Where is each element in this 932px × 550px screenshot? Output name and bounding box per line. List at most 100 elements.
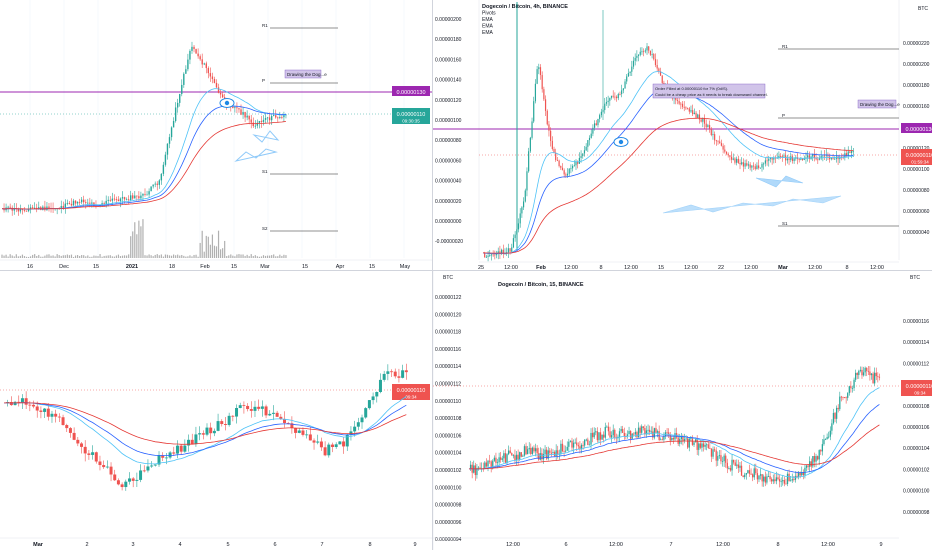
chart-pane-bottom-left[interactable]: 0.00000110 09:34 Mar 2 3 4 5 6 7 8 9 xyxy=(0,271,432,550)
candle xyxy=(223,97,226,100)
candle xyxy=(799,472,801,476)
volume-bar xyxy=(23,256,26,258)
candle xyxy=(858,370,860,376)
candle xyxy=(268,117,271,121)
candle xyxy=(726,462,728,469)
candle xyxy=(601,434,603,440)
volume-bar xyxy=(175,255,177,258)
candle xyxy=(501,249,503,254)
candle xyxy=(845,153,848,156)
candle xyxy=(862,372,865,376)
candle xyxy=(172,121,175,128)
candle xyxy=(701,443,703,448)
candle xyxy=(39,410,43,412)
candle xyxy=(536,448,538,454)
candle xyxy=(550,452,553,454)
candle xyxy=(390,371,394,373)
candle xyxy=(101,203,103,205)
volume-bar xyxy=(181,254,183,258)
candle xyxy=(207,68,210,74)
volume-bar xyxy=(197,256,199,258)
volume-bar xyxy=(42,256,44,258)
current-price-tag xyxy=(901,380,932,396)
candle xyxy=(271,412,275,414)
candle xyxy=(636,431,638,438)
candle xyxy=(588,444,591,446)
candle xyxy=(308,434,312,441)
candle xyxy=(252,122,254,127)
candle xyxy=(585,439,587,441)
volume-bar xyxy=(160,254,162,258)
candle xyxy=(345,434,349,447)
ema-line-fast xyxy=(3,402,407,457)
pivot-price-tag-text: 0.00000130 xyxy=(905,127,932,133)
candle xyxy=(839,157,841,160)
candle xyxy=(610,95,613,98)
candle xyxy=(89,202,91,204)
candle xyxy=(644,427,646,435)
volume-bar xyxy=(21,254,24,258)
candle xyxy=(132,195,134,199)
candle xyxy=(240,109,242,115)
candle xyxy=(544,449,546,454)
volume-bar xyxy=(207,236,209,258)
chart-canvas[interactable]: 0.00000122 0.00000120 0.00000118 0.00000116… xyxy=(433,271,932,550)
candle xyxy=(717,140,719,142)
volume-bar xyxy=(162,256,164,258)
candle xyxy=(812,154,814,157)
volume-bar xyxy=(123,255,126,258)
candle xyxy=(323,447,327,456)
time-axis-label: 15 xyxy=(369,264,375,270)
candle xyxy=(557,450,559,455)
candle xyxy=(107,199,109,201)
candle xyxy=(119,198,122,202)
candle xyxy=(816,456,819,460)
currency-label: BTC xyxy=(443,275,453,281)
candle xyxy=(853,379,855,389)
candle xyxy=(764,476,766,483)
candle xyxy=(168,452,172,458)
candle xyxy=(556,159,558,161)
candle xyxy=(778,479,781,482)
chart-pane-top-right[interactable]: 0.00000200 0.00000180 0.00000160 0.00000140… xyxy=(433,0,932,270)
candle xyxy=(191,46,193,51)
candle xyxy=(283,418,287,424)
candle xyxy=(767,476,770,477)
candle xyxy=(680,436,682,439)
candle xyxy=(68,202,71,204)
price-axis-label: 0.00000080 xyxy=(435,138,462,144)
candle xyxy=(802,472,805,476)
candle xyxy=(549,450,551,453)
volume-bar xyxy=(146,255,148,258)
candle xyxy=(637,427,640,438)
candle xyxy=(364,408,368,418)
volume-bar xyxy=(150,255,152,258)
candle xyxy=(725,151,728,154)
volume-bar xyxy=(142,219,144,258)
candle xyxy=(487,255,489,257)
candle xyxy=(785,483,787,485)
candle xyxy=(490,461,492,467)
volume-bar xyxy=(113,256,115,258)
ema-line-slow xyxy=(1,121,286,210)
chart-pane-bottom-right[interactable]: 0.00000122 0.00000120 0.00000118 0.00000116… xyxy=(433,271,932,550)
candle xyxy=(530,447,532,455)
candle xyxy=(744,163,746,167)
chart-pane-top-left[interactable]: R1 P S1 S2 0.00000130 0.00000110 09:30:35 Drawi… xyxy=(0,0,432,270)
pane-divider-vertical[interactable] xyxy=(432,0,433,550)
note-order-line2: Could be a cheap price as it needs to br… xyxy=(655,92,768,97)
chart-canvas[interactable]: 0.00000200 0.00000180 0.00000160 0.00000140… xyxy=(433,0,932,270)
candle xyxy=(614,96,616,98)
time-axis-label: Mar xyxy=(778,265,789,270)
price-axis-label: 0.00000100 xyxy=(435,485,462,491)
candle xyxy=(570,168,572,170)
current-price-tag xyxy=(901,149,932,165)
time-axis-label: 18 xyxy=(169,264,175,270)
candle xyxy=(740,465,743,476)
candle xyxy=(125,199,128,201)
candle xyxy=(576,442,578,446)
pane-divider-horizontal[interactable] xyxy=(0,270,932,271)
candle xyxy=(844,153,846,158)
